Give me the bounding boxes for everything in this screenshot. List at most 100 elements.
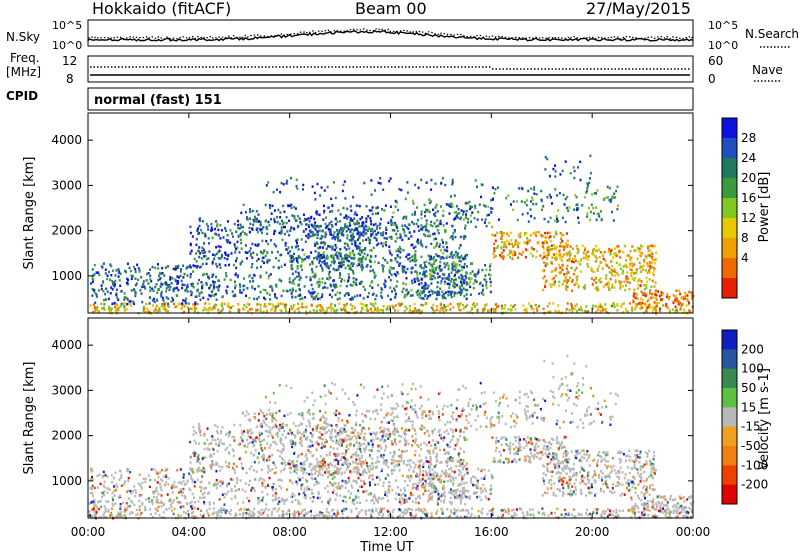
echo-cell <box>492 507 495 510</box>
echo-cell <box>260 432 263 435</box>
echo-cell <box>433 271 436 274</box>
echo-cell <box>259 499 262 503</box>
echo-cell <box>372 223 375 227</box>
echo-cell <box>431 263 433 267</box>
echo-cell <box>500 307 503 310</box>
echo-cell <box>301 302 304 305</box>
echo-cell <box>362 225 365 229</box>
echo-cell <box>94 301 97 304</box>
echo-cell <box>241 512 244 515</box>
echo-cell <box>189 225 192 229</box>
echo-cell <box>182 299 185 302</box>
echo-cell <box>421 273 424 276</box>
echo-cell <box>455 215 458 218</box>
echo-cell <box>432 269 435 272</box>
echo-cell <box>489 277 491 281</box>
echo-cell <box>542 205 545 208</box>
echo-cell <box>351 242 354 246</box>
echo-cell <box>204 251 207 254</box>
echo-cell <box>411 243 414 246</box>
echo-cell <box>444 280 446 284</box>
echo-cell <box>596 189 599 192</box>
echo-cell <box>563 508 566 512</box>
echo-cell <box>356 310 359 314</box>
echo-cell <box>291 445 294 449</box>
echo-cell <box>625 309 628 312</box>
echo-cell <box>199 219 201 222</box>
echo-cell <box>323 286 326 289</box>
echo-cell <box>597 288 600 291</box>
echo-cell <box>230 497 233 501</box>
echo-cell <box>631 262 634 265</box>
echo-cell <box>589 154 592 157</box>
echo-cell <box>595 281 598 284</box>
echo-cell <box>404 234 407 237</box>
echo-cell <box>360 225 363 228</box>
echo-cell <box>170 300 173 303</box>
echo-cell <box>541 257 544 260</box>
echo-cell <box>609 253 612 256</box>
echo-cell <box>458 263 461 267</box>
echo-cell <box>650 244 653 247</box>
echo-cell <box>371 510 374 514</box>
echo-cell <box>159 485 162 488</box>
echo-cell <box>147 500 150 503</box>
echo-cell <box>523 233 526 236</box>
echo-cell <box>416 310 419 313</box>
echo-cell <box>502 255 505 258</box>
echo-cell <box>439 287 442 290</box>
echo-cell <box>329 276 332 280</box>
echo-cell <box>347 273 350 276</box>
echo-cell <box>325 440 328 443</box>
echo-cell <box>642 264 645 267</box>
echo-cell <box>397 250 400 253</box>
echo-cell <box>654 293 657 297</box>
echo-cell <box>334 248 336 252</box>
echo-cell <box>450 511 453 514</box>
echo-cell <box>239 291 242 294</box>
echo-cell <box>413 277 416 281</box>
echo-cell <box>248 296 251 300</box>
echo-cell <box>365 509 368 513</box>
echo-cell <box>124 269 127 273</box>
echo-cell <box>259 223 262 226</box>
echo-cell <box>235 257 238 260</box>
echo-cell <box>211 228 214 232</box>
echo-cell <box>296 307 299 311</box>
echo-cell <box>359 217 362 221</box>
echo-cell <box>434 182 437 185</box>
echo-cell <box>537 241 540 244</box>
echo-cell <box>482 310 484 313</box>
echo-cell <box>605 283 608 286</box>
echo-cell <box>365 228 368 232</box>
echo-cell <box>415 291 418 294</box>
echo-cell <box>635 305 638 309</box>
echo-cell <box>127 278 129 281</box>
echo-cell <box>220 507 223 510</box>
echo-cell <box>320 234 323 238</box>
echo-cell <box>679 292 682 296</box>
echo-cell <box>419 508 422 511</box>
echo-cell <box>390 514 393 518</box>
echo-cell <box>376 212 379 215</box>
echo-cell <box>601 515 604 519</box>
echo-cell <box>566 281 569 284</box>
echo-cell <box>588 181 591 185</box>
echo-cell <box>452 283 455 287</box>
echo-cell <box>432 257 435 261</box>
echo-cell <box>151 265 154 269</box>
echo-cell <box>573 169 576 173</box>
echo-cell <box>123 305 126 308</box>
echo-cell <box>334 196 337 200</box>
echo-cell <box>186 306 189 309</box>
echo-cell <box>335 285 338 288</box>
echo-cell <box>459 309 462 312</box>
echo-cell <box>625 259 627 262</box>
echo-cell <box>375 243 378 247</box>
echo-cell <box>269 298 272 301</box>
echo-cell <box>421 286 424 289</box>
echo-cell <box>211 435 214 438</box>
echo-cell <box>554 175 557 178</box>
echo-cell <box>497 244 500 248</box>
echo-cell <box>296 468 299 471</box>
